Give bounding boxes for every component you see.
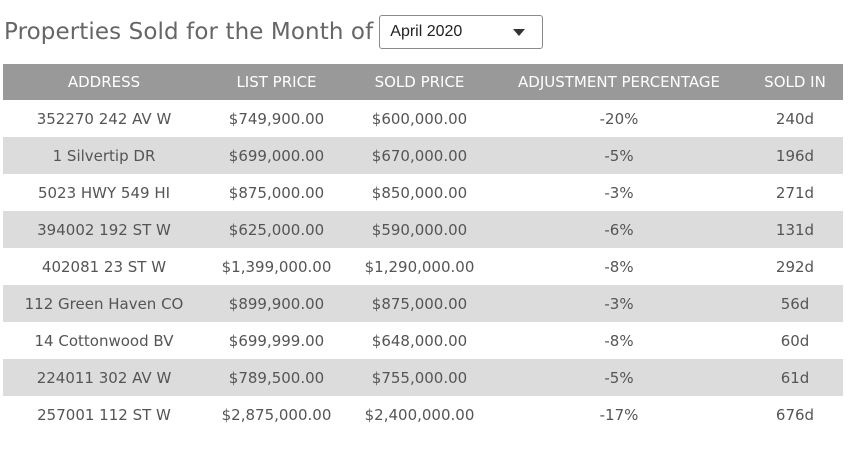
table-header-row: ADDRESS LIST PRICE SOLD PRICE ADJUSTMENT… [3,64,843,100]
cell-sold-price: $2,400,000.00 [364,405,475,424]
cell-address: 352270 242 AV W [36,109,172,128]
table-row: 112 Green Haven CO $899,900.00 $875,000.… [3,285,843,322]
cell-adjustment-percentage: -3% [491,285,747,322]
cell-address: 394002 192 ST W [3,211,205,248]
cell-sold-price: $1,290,000.00 [364,257,475,276]
cell-sold-in: 131d [747,211,843,248]
month-select[interactable]: April 2020 [379,15,544,49]
cell-sold-in: 240d [775,109,815,128]
cell-sold-in: 60d [780,331,810,350]
cell-adjustment-percentage: -20% [599,109,639,128]
table-row: 224011 302 AV W $789,500.00 $755,000.00 … [3,359,843,396]
cell-list-price: $699,999.00 [228,331,325,350]
column-header-adjustment-percentage: ADJUSTMENT PERCENTAGE [491,64,747,100]
cell-sold-in: 271d [775,183,815,202]
cell-sold-price: $850,000.00 [371,183,468,202]
cell-sold-price: $600,000.00 [371,109,468,128]
cell-list-price: $899,900.00 [205,285,348,322]
table-row: 5023 HWY 549 HI $875,000.00 $850,000.00 … [3,174,843,211]
cell-sold-price: $648,000.00 [371,331,468,350]
cell-adjustment-percentage: -8% [604,331,634,350]
table-row: 257001 112 ST W $2,875,000.00 $2,400,000… [3,396,843,433]
table-row: 394002 192 ST W $625,000.00 $590,000.00 … [3,211,843,248]
cell-address: 5023 HWY 549 HI [37,183,171,202]
cell-address: 224011 302 AV W [3,359,205,396]
cell-list-price: $1,399,000.00 [221,257,332,276]
cell-sold-in: 56d [747,285,843,322]
cell-adjustment-percentage: -17% [599,405,639,424]
cell-list-price: $699,000.00 [205,137,348,174]
month-select-value: April 2020 [390,23,463,40]
column-header-list-price: LIST PRICE [205,64,348,100]
cell-address: 112 Green Haven CO [3,285,205,322]
cell-sold-in: 676d [775,405,815,424]
cell-list-price: $875,000.00 [228,183,325,202]
table-row: 1 Silvertip DR $699,000.00 $670,000.00 -… [3,137,843,174]
cell-adjustment-percentage: -3% [604,183,634,202]
cell-adjustment-percentage: -5% [491,359,747,396]
cell-adjustment-percentage: -8% [604,257,634,276]
cell-sold-in: 292d [775,257,815,276]
column-header-sold-in: SOLD IN [747,64,843,100]
table-row: 14 Cottonwood BV $699,999.00 $648,000.00… [3,322,843,359]
properties-sold-table: ADDRESS LIST PRICE SOLD PRICE ADJUSTMENT… [3,64,843,433]
cell-adjustment-percentage: -5% [491,137,747,174]
page-title: Properties Sold for the Month of [4,19,374,45]
table-row: 352270 242 AV W $749,900.00 $600,000.00 … [3,100,843,137]
cell-sold-in: 61d [747,359,843,396]
column-header-address: ADDRESS [3,64,205,100]
cell-list-price: $749,900.00 [228,109,325,128]
cell-adjustment-percentage: -6% [491,211,747,248]
cell-list-price: $789,500.00 [205,359,348,396]
cell-address: 1 Silvertip DR [3,137,205,174]
cell-sold-price: $590,000.00 [348,211,491,248]
chevron-down-icon[interactable] [513,29,526,36]
table-row: 402081 23 ST W $1,399,000.00 $1,290,000.… [3,248,843,285]
cell-sold-in: 196d [747,137,843,174]
cell-list-price: $625,000.00 [205,211,348,248]
cell-address: 14 Cottonwood BV [34,331,174,350]
page-header: Properties Sold for the Month of April 2… [4,14,544,50]
cell-address: 402081 23 ST W [41,257,167,276]
cell-sold-price: $755,000.00 [348,359,491,396]
cell-sold-price: $875,000.00 [348,285,491,322]
column-header-sold-price: SOLD PRICE [348,64,491,100]
cell-sold-price: $670,000.00 [348,137,491,174]
cell-address: 257001 112 ST W [37,405,171,424]
cell-list-price: $2,875,000.00 [221,405,332,424]
